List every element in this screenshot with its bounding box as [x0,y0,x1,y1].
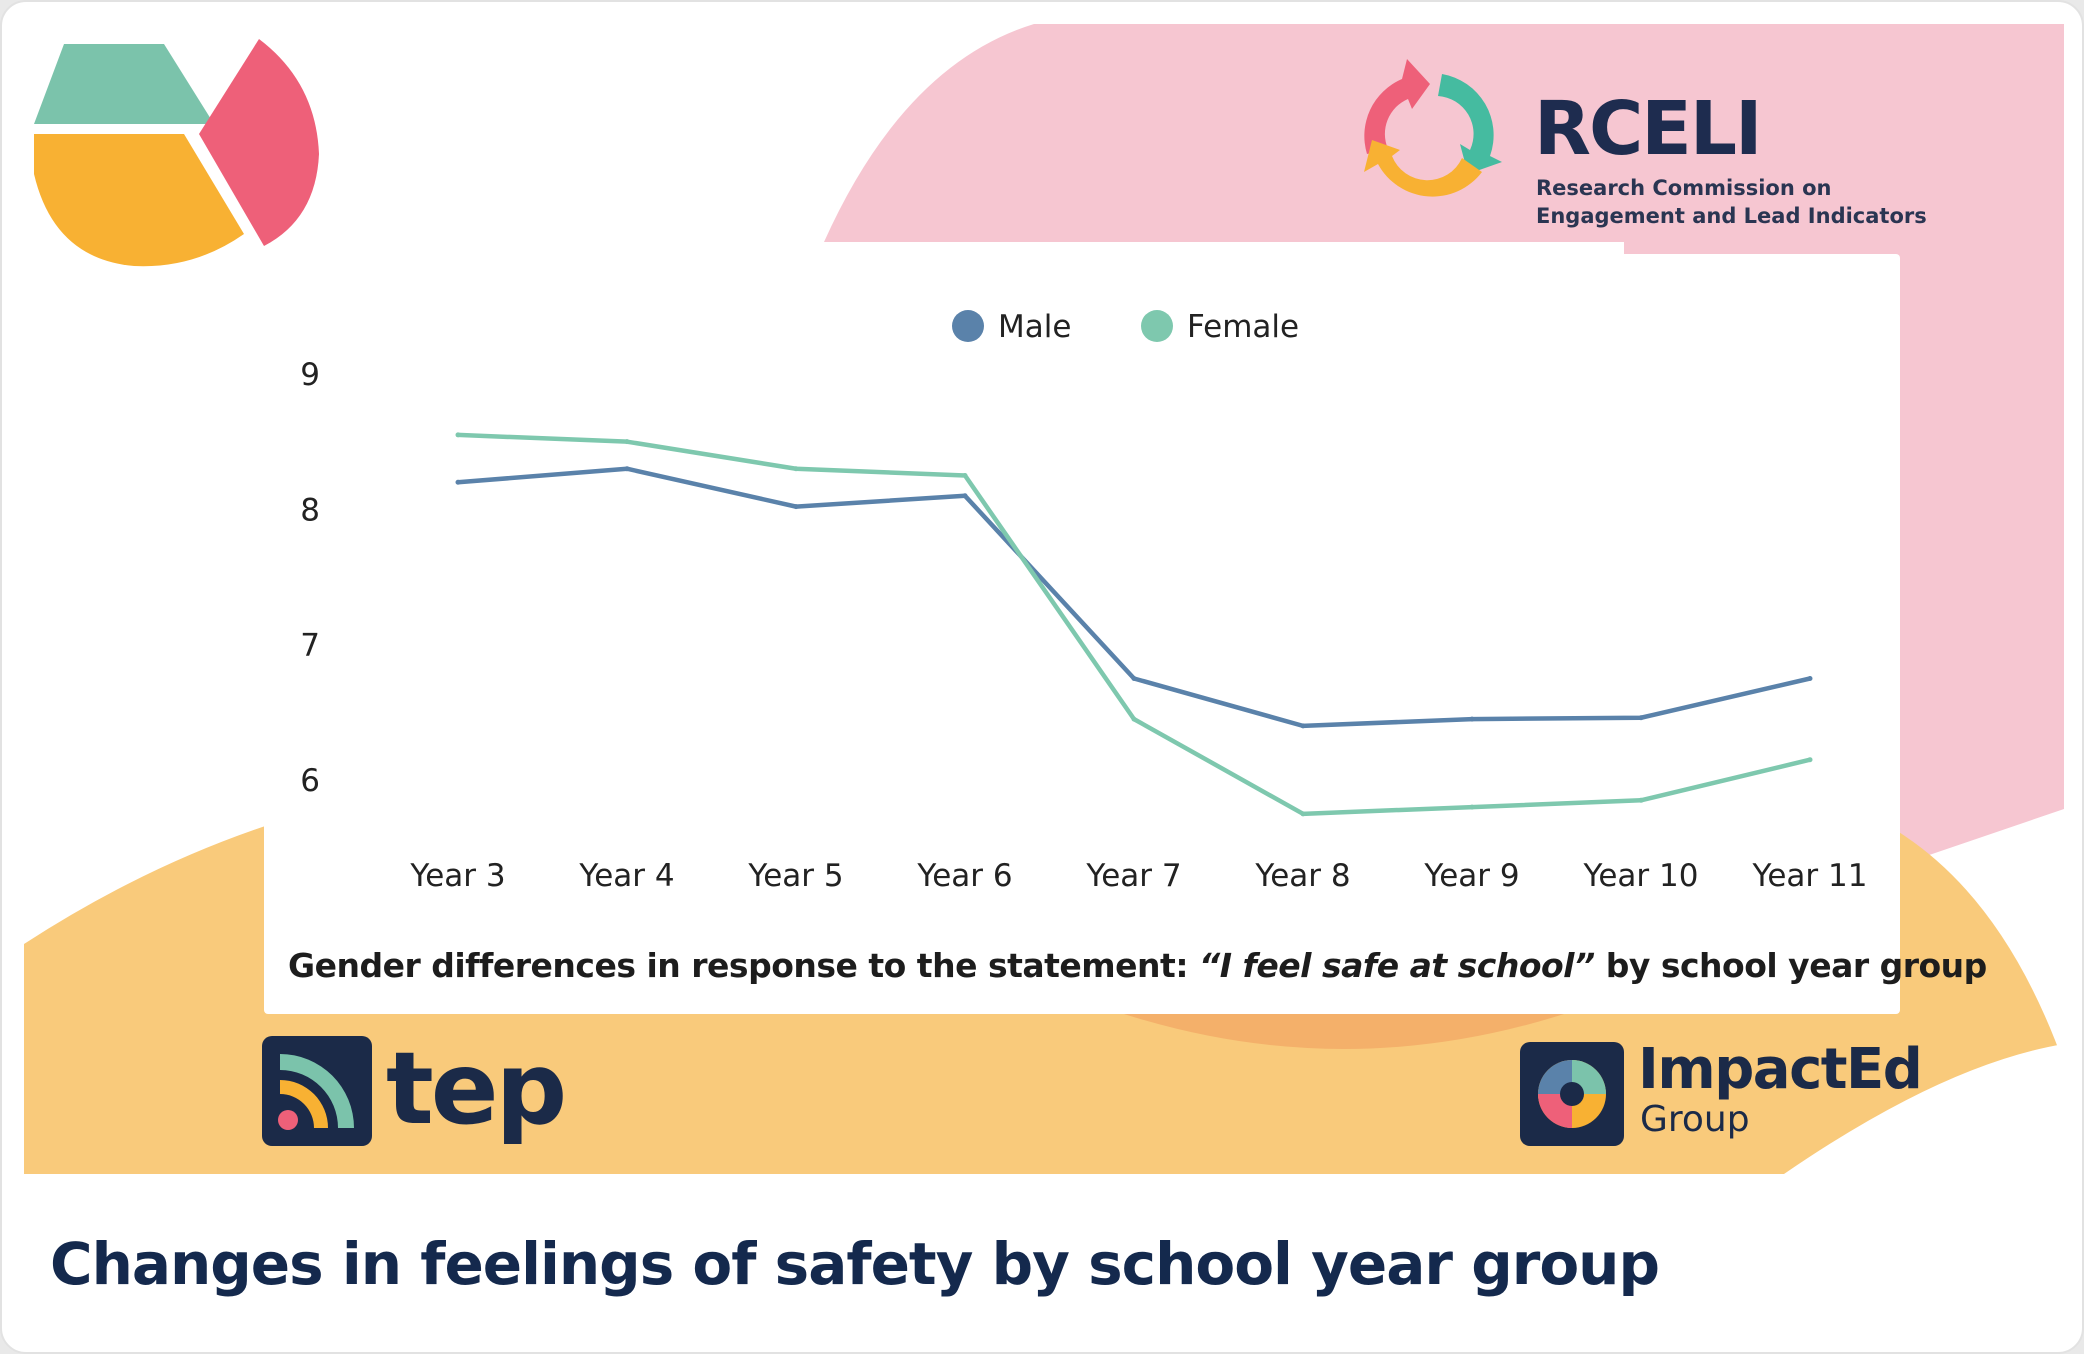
data-point-female [1300,811,1306,817]
rceli-subtitle: Research Commission on Engagement and Le… [1536,174,1956,230]
pie-chart-decoration-icon [34,39,319,267]
impacted-pie-logo-icon [1520,1042,1624,1146]
y-tick-label: 9 [300,357,320,393]
x-tick-label: Year 8 [1254,858,1350,894]
legend-label-female: Female [1187,309,1299,345]
rceli-name: RCELI [1534,86,1763,172]
x-tick-label: Year 6 [916,858,1012,894]
x-tick-label: Year 9 [1423,858,1519,894]
caption-text: Gender differences in response to the st… [288,946,1200,985]
legend-marker-male [952,310,984,342]
tep-broadcast-logo-icon [262,1036,372,1146]
series-line-male [457,466,1811,729]
x-tick-label: Year 7 [1085,858,1181,894]
legend-marker-female [1141,310,1173,342]
caption-quote: “I feel safe at school” [1199,946,1595,985]
data-point-female [1638,797,1644,803]
hero-image: 6 7 8 9 Year 3 Year 4 Year 5 Year 6 Year 7 Year 8… [24,24,2064,1174]
data-point-male [962,493,968,499]
data-point-male [624,466,630,472]
data-point-female [1131,716,1137,722]
x-tick-label: Year 5 [747,858,843,894]
tep-name: tep [386,1030,567,1147]
data-point-female [793,466,799,472]
corner-cut [1784,1044,2064,1174]
data-point-male [1469,716,1475,722]
y-tick-label: 6 [300,763,320,799]
rceli-subtitle-line1: Research Commission on [1536,176,1832,200]
x-tick-label: Year 4 [578,858,674,894]
impacted-subtitle: Group [1640,1099,1750,1140]
data-point-male [1638,715,1644,721]
circular-arrows-logo-icon [1364,59,1502,197]
data-point-male [1131,676,1137,681]
y-tick-label: 7 [300,628,320,664]
caption-text-end: by school year group [1594,946,1988,985]
orange-blob [1124,1014,1564,1049]
x-tick-label: Year 11 [1752,858,1868,894]
x-tick-label: Year 10 [1583,858,1699,894]
chart-caption: Gender differences in response to the st… [288,946,1987,985]
x-tick-label: Year 3 [409,858,505,894]
data-point-female [1807,757,1813,763]
page-title[interactable]: Changes in feelings of safety by school … [50,1230,1660,1298]
data-point-female [962,473,968,478]
chart-panel: 6 7 8 9 Year 3 Year 4 Year 5 Year 6 Year 7 Year 8… [264,254,1987,1014]
series-line-female [457,432,1811,817]
data-point-male [455,479,461,485]
data-point-female [1469,804,1475,810]
line-chart: 6 7 8 9 Year 3 Year 4 Year 5 Year 6 Year 7 Year 8… [300,309,1868,894]
data-point-female [624,439,630,445]
data-point-male [1300,723,1306,729]
y-tick-label: 8 [300,492,320,528]
impacted-name: ImpactEd [1638,1037,1923,1102]
legend-label-male: Male [998,309,1071,345]
data-point-male [1807,676,1813,681]
data-point-female [455,432,461,438]
rceli-subtitle-line2: Engagement and Lead Indicators [1536,204,1927,228]
data-point-male [793,504,799,510]
